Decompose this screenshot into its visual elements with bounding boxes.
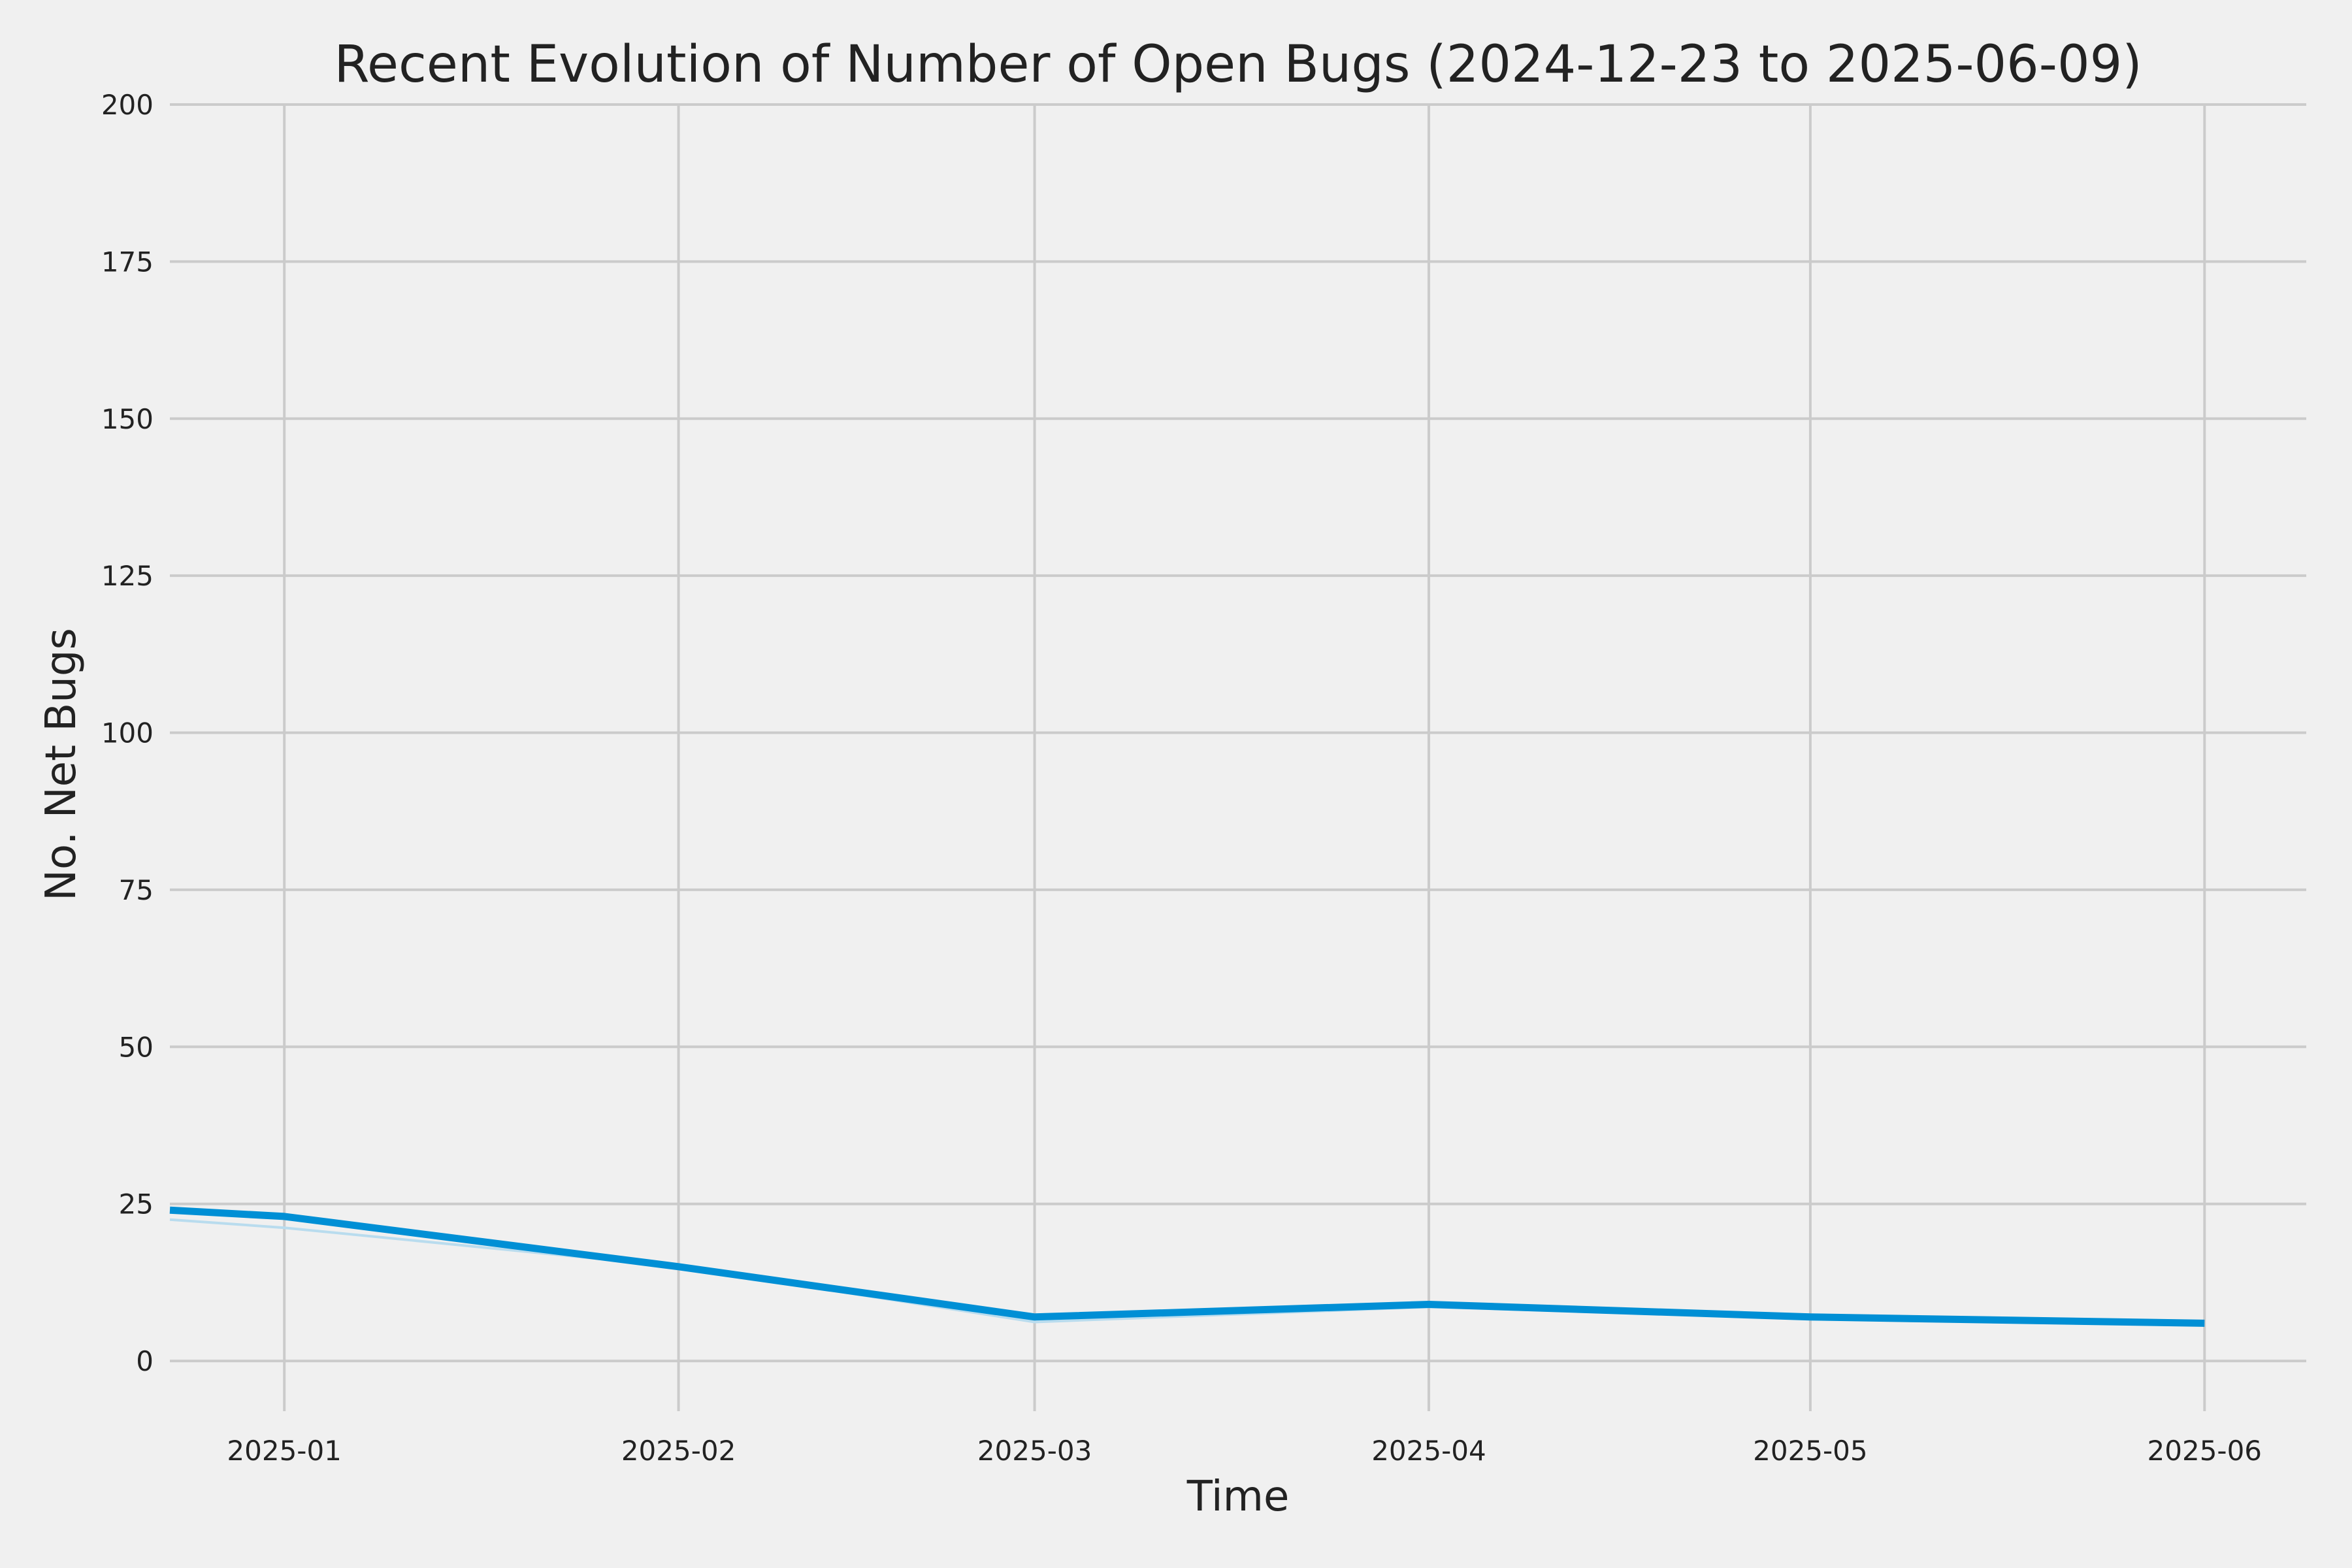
y-tick-label: 100	[101, 717, 154, 749]
x-axis-label: Time	[1186, 1473, 1290, 1521]
y-tick-label: 0	[136, 1345, 154, 1377]
y-tick-label: 50	[119, 1031, 154, 1063]
y-tick-label: 175	[101, 246, 154, 278]
y-tick-label: 150	[101, 403, 154, 435]
y-tick-label: 200	[101, 89, 154, 121]
x-tick-label: 2025-04	[1371, 1435, 1486, 1467]
y-tick-label: 25	[119, 1188, 154, 1220]
x-tick-label: 2025-06	[2148, 1435, 2262, 1467]
x-tick-label: 2025-05	[1753, 1435, 1868, 1467]
y-tick-label: 75	[119, 874, 154, 906]
y-axis-label: No. Net Bugs	[37, 628, 86, 901]
x-tick-label: 2025-03	[977, 1435, 1092, 1467]
x-tick-label: 2025-01	[227, 1435, 342, 1467]
chart-title: Recent Evolution of Number of Open Bugs …	[334, 35, 2142, 94]
x-tick-label: 2025-02	[621, 1435, 736, 1467]
series-line-open-bugs	[169, 1206, 2205, 1327]
y-tick-label: 125	[101, 560, 154, 592]
